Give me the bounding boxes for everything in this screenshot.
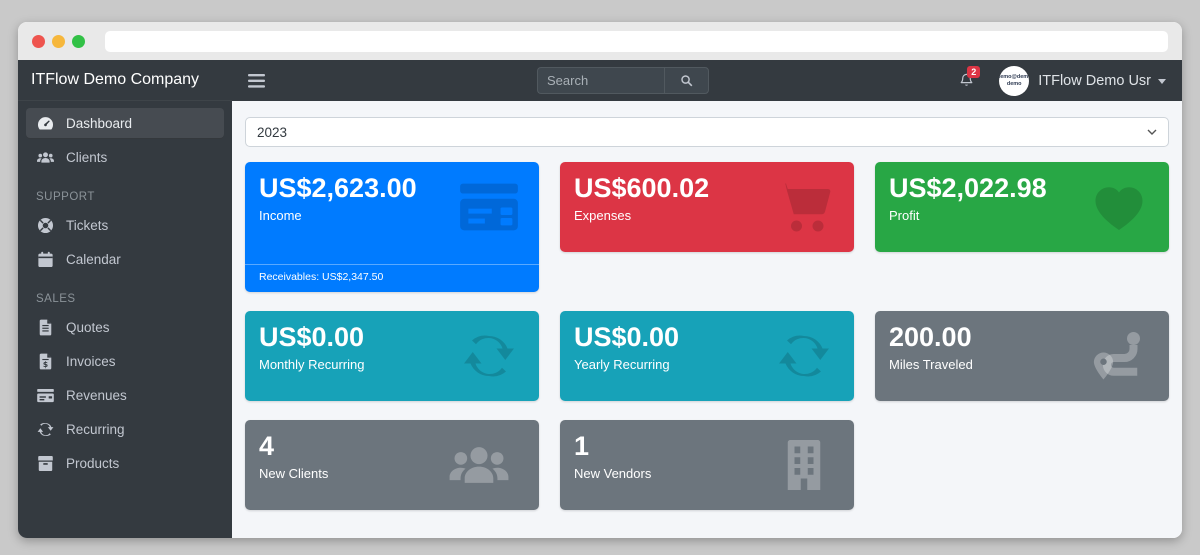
card-label: New Clients (259, 466, 329, 482)
sidebar-section-sales: SALES (36, 293, 76, 305)
sidebar-item-recurring[interactable]: Recurring (26, 414, 224, 445)
new-vendors-card[interactable]: 1 New Vendors (560, 420, 854, 510)
sidebar-item-label: Dashboard (66, 116, 133, 131)
sidebar-item-label: Calendar (66, 252, 121, 267)
navbar-right: 2 demo@demo demo ITFlow Demo Usr (958, 65, 1166, 96)
monthly-recurring-card[interactable]: US$0.00 Monthly Recurring (245, 311, 539, 401)
sidebar: ITFlow Demo Company Dashboard Clients SU… (18, 60, 232, 538)
credit-card-icon (36, 386, 55, 405)
sidebar-item-label: Products (66, 456, 120, 471)
card-value: US$0.00 (574, 322, 680, 352)
search-group (537, 67, 709, 94)
bell-icon (960, 73, 973, 86)
sidebar-item-tickets[interactable]: Tickets (26, 210, 224, 241)
miles-traveled-card[interactable]: 200.00 Miles Traveled (875, 311, 1169, 401)
sidebar-item-label: Revenues (66, 388, 127, 403)
yearly-recurring-card[interactable]: US$0.00 Yearly Recurring (560, 311, 854, 401)
building-icon (774, 432, 834, 498)
sidebar-item-calendar[interactable]: Calendar (26, 244, 224, 275)
sidebar-nav: Dashboard Clients SUPPORT Tickets (18, 101, 232, 482)
notification-badge: 2 (967, 66, 981, 78)
sidebar-item-label: Recurring (66, 422, 125, 437)
life-ring-icon (36, 216, 55, 235)
shopping-cart-icon (774, 174, 834, 240)
browser-window: ITFlow Demo Company Dashboard Clients SU… (18, 22, 1182, 538)
file-quote-icon (36, 318, 55, 337)
search-button[interactable] (664, 67, 709, 94)
sidebar-item-revenues[interactable]: Revenues (26, 380, 224, 411)
top-navbar: 2 demo@demo demo ITFlow Demo Usr (232, 60, 1182, 101)
window-minimize-button[interactable] (52, 34, 65, 48)
brand-title[interactable]: ITFlow Demo Company (18, 60, 232, 101)
sidebar-item-label: Invoices (66, 354, 116, 369)
sidebar-item-label: Clients (66, 150, 108, 165)
stat-cards-grid: US$2,623.00 Income Receivables: US$2,347… (245, 162, 1169, 510)
year-select-value: 2023 (257, 124, 288, 140)
users-icon (36, 148, 55, 167)
card-footer: Receivables: US$2,347.50 (245, 264, 539, 292)
route-icon (1089, 323, 1149, 389)
card-value: 1 (574, 431, 590, 461)
sidebar-item-dashboard[interactable]: Dashboard (26, 108, 224, 139)
browser-chrome (18, 22, 1182, 60)
svg-text:$: $ (43, 360, 48, 369)
sidebar-section-support: SUPPORT (36, 191, 95, 203)
search-input[interactable] (537, 67, 664, 94)
user-name: ITFlow Demo Usr (1038, 72, 1151, 89)
dashboard-content: 2023 US$2,623.00 Income Receivables: US$… (232, 101, 1182, 538)
notifications-button[interactable]: 2 (958, 66, 981, 90)
card-value: US$2,022.98 (889, 173, 1047, 203)
avatar[interactable]: demo@demo demo (999, 65, 1030, 96)
profit-card[interactable]: US$2,022.98 Profit (875, 162, 1169, 252)
card-label: New Vendors (574, 466, 652, 482)
caret-down-icon (1158, 79, 1166, 84)
expenses-card[interactable]: US$600.02 Expenses (560, 162, 854, 252)
sidebar-item-label: Tickets (66, 218, 109, 233)
sync-icon (36, 420, 55, 439)
window-zoom-button[interactable] (72, 34, 85, 48)
user-menu[interactable]: ITFlow Demo Usr (1038, 73, 1166, 89)
sidebar-item-quotes[interactable]: Quotes (26, 312, 224, 343)
card-label: Miles Traveled (889, 357, 973, 373)
search-icon (681, 75, 693, 87)
url-bar[interactable] (105, 30, 1168, 52)
sidebar-item-label: Quotes (66, 320, 110, 335)
card-value: US$2,623.00 (259, 173, 417, 203)
card-value: 4 (259, 431, 275, 461)
window-close-button[interactable] (32, 34, 45, 48)
sync-icon (774, 323, 834, 389)
card-label: Yearly Recurring (574, 357, 670, 373)
users-icon (431, 432, 527, 498)
sidebar-item-clients[interactable]: Clients (26, 142, 224, 173)
credit-card-icon (451, 174, 527, 240)
file-invoice-dollar-icon: $ (36, 352, 55, 371)
card-label: Expenses (574, 208, 632, 224)
year-select[interactable]: 2023 (245, 117, 1169, 147)
sync-icon (459, 323, 519, 389)
sidebar-toggle-button[interactable] (248, 73, 265, 88)
hamburger-icon (248, 73, 265, 88)
card-value: US$600.02 (574, 173, 710, 203)
card-value: US$0.00 (259, 322, 365, 352)
card-label: Income (259, 208, 302, 224)
calendar-icon (36, 250, 55, 269)
chevron-down-icon (1147, 129, 1157, 135)
card-value: 200.00 (889, 322, 972, 352)
new-clients-card[interactable]: 4 New Clients (245, 420, 539, 510)
sidebar-item-products[interactable]: Products (26, 448, 224, 479)
sidebar-item-invoices[interactable]: $ Invoices (26, 346, 224, 377)
heart-icon (1089, 174, 1149, 240)
card-label: Profit (889, 208, 920, 224)
income-card[interactable]: US$2,623.00 Income Receivables: US$2,347… (245, 162, 539, 292)
tachometer-icon (36, 114, 55, 133)
card-label: Monthly Recurring (259, 357, 365, 373)
box-icon (36, 454, 55, 473)
